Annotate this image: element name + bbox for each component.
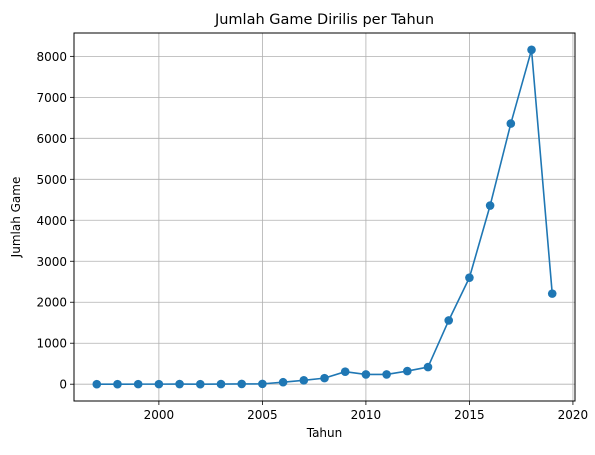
- x-tick-label: 2015: [454, 408, 485, 422]
- data-point: [258, 379, 267, 389]
- y-tick-label: 4000: [36, 214, 67, 228]
- data-point: [320, 373, 329, 383]
- series: [92, 45, 557, 389]
- data-point: [340, 367, 350, 376]
- ticks: 2000 2005 2010 2015 2020 0 1000 2000 3000 4000 500…: [36, 50, 588, 422]
- data-point: [133, 379, 143, 389]
- data-point: [278, 377, 288, 387]
- data-point: [382, 370, 391, 379]
- data-point: [299, 376, 309, 385]
- y-tick-label: 7000: [36, 91, 67, 105]
- x-axis-label: Tahun: [306, 426, 343, 440]
- data-point: [113, 379, 122, 389]
- y-axis-label: Jumlah Game: [9, 177, 23, 259]
- chart-title: Jumlah Game Dirilis per Tahun: [214, 12, 434, 28]
- plot-frame: [73, 32, 576, 402]
- data-point: [527, 45, 536, 55]
- data-point: [216, 379, 226, 389]
- data-point: [175, 379, 184, 389]
- data-point: [92, 379, 102, 389]
- data-point: [547, 289, 557, 298]
- data-point: [506, 119, 516, 128]
- data-point: [237, 379, 246, 389]
- x-tick-label: 2005: [247, 408, 278, 422]
- y-tick-label: 3000: [36, 255, 67, 269]
- data-point: [195, 379, 205, 389]
- data-point: [485, 201, 495, 210]
- x-tick-label: 2020: [558, 408, 589, 422]
- data-point: [361, 370, 371, 379]
- y-tick-label: 1000: [36, 337, 67, 351]
- x-tick-label: 2010: [351, 408, 382, 422]
- data-point: [403, 366, 412, 376]
- y-tick-label: 0: [59, 378, 67, 392]
- y-tick-label: 8000: [36, 50, 67, 64]
- data-point: [423, 362, 433, 372]
- x-tick-label: 2000: [144, 408, 175, 422]
- y-tick-label: 2000: [36, 296, 67, 310]
- y-tick-label: 6000: [36, 132, 67, 146]
- y-tick-label: 5000: [36, 173, 67, 187]
- data-point: [444, 316, 454, 325]
- data-point: [154, 379, 164, 389]
- data-point: [465, 273, 474, 282]
